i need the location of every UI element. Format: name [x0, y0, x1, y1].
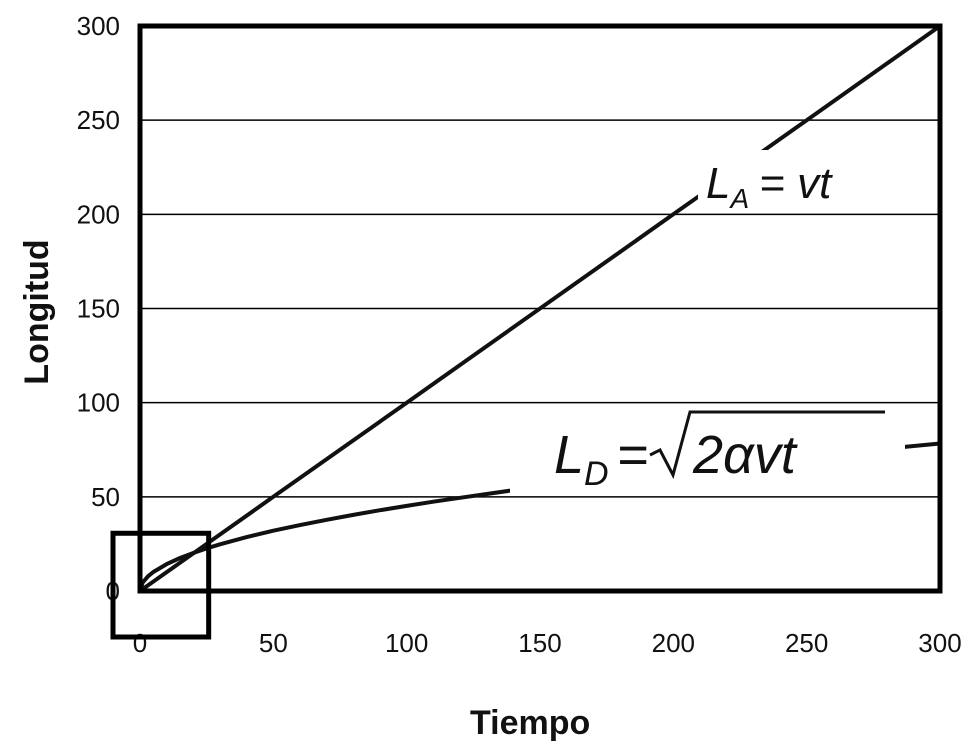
x-tick-label: 200	[652, 628, 695, 658]
x-tick-label: 250	[785, 628, 828, 658]
svg-text:LD=: LD =	[554, 425, 648, 493]
x-tick-label: 300	[918, 628, 961, 658]
x-tick-label: 150	[518, 628, 561, 658]
y-tick-label: 100	[77, 388, 120, 418]
highlight-box	[110, 530, 212, 640]
y-tick-label: 200	[77, 199, 120, 229]
annotation-masks	[510, 150, 905, 494]
annotation-mask	[510, 408, 905, 494]
x-tick-label: 0	[133, 628, 147, 658]
y-tick-label: 50	[91, 482, 120, 512]
ld-rest: =	[617, 425, 649, 485]
ld-letter: L	[554, 425, 584, 485]
la-letter: L	[706, 159, 730, 208]
y-tick-label: 300	[77, 11, 120, 41]
x-tick-labels: 0 50 100 150 200 250 300	[133, 628, 962, 658]
ld-subscript: D	[584, 455, 609, 493]
plot-frame	[137, 23, 943, 594]
x-tick-label: 100	[385, 628, 428, 658]
series-line-1	[138, 24, 942, 593]
y-tick-label: 150	[77, 294, 120, 324]
x-tick-label: 50	[259, 628, 288, 658]
y-tick-label: 250	[77, 105, 120, 135]
y-axis-title: Longitud	[18, 239, 56, 384]
annotation-mask	[698, 150, 898, 212]
la-subscript: A	[728, 183, 749, 214]
x-axis-title: Tiempo	[470, 704, 590, 742]
radical-sign	[649, 410, 885, 480]
ld-radicand: 2αvt	[692, 425, 798, 485]
svg-text:LA= vt: LA = vt	[706, 159, 833, 214]
la-rest: = vt	[759, 159, 833, 208]
annotation-ld: LD = 2αvt	[554, 410, 885, 493]
annotation-la: LA = vt	[706, 159, 833, 214]
